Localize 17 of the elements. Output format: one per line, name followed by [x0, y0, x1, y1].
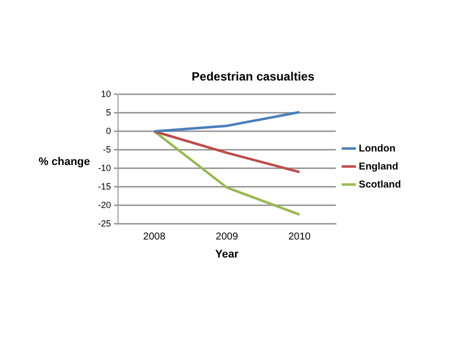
x-tick-label: 2009 — [216, 232, 238, 243]
y-tick-label: -20 — [98, 200, 112, 210]
legend-label: England — [358, 161, 398, 172]
y-tick-label: 0 — [106, 126, 112, 136]
legend-label: London — [358, 143, 396, 154]
y-tick-label: 10 — [100, 88, 112, 99]
y-tick-label: -15 — [98, 181, 112, 192]
y-tick-label: -25 — [98, 218, 112, 228]
x-tick-label: 2010 — [288, 232, 312, 243]
y-tick-label: -5 — [102, 144, 112, 154]
x-axis-title: Year — [215, 248, 240, 260]
y-tick-label: -10 — [98, 162, 112, 173]
y-axis-title: % change — [38, 156, 90, 168]
y-tick-label: 5 — [106, 107, 112, 118]
chart-title: Pedestrian casualties — [192, 70, 315, 84]
legend-label: Scotland — [358, 179, 402, 190]
x-tick-label: 2008 — [143, 232, 166, 243]
